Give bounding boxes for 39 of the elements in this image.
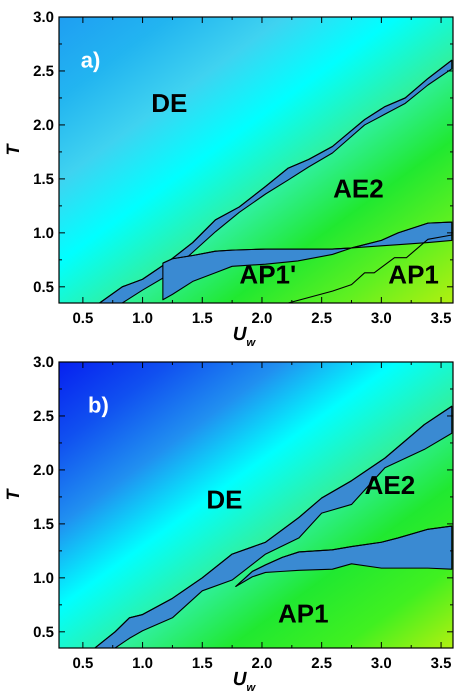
x-axis-title: U$_{w}$	[232, 324, 256, 349]
annotation: a)	[80, 47, 100, 72]
x-tick-label: 0.5	[72, 310, 94, 327]
y-tick-label: 3.0	[33, 354, 54, 371]
x-tick-label: 3.5	[430, 655, 452, 672]
x-tick-label: 1.5	[192, 655, 213, 672]
y-tick-label: 2.5	[33, 408, 54, 425]
y-tick-label: 3.0	[33, 9, 54, 26]
annotation: DE	[151, 88, 188, 118]
x-tick-label: 0.5	[72, 655, 94, 672]
x-tick-label: 1.5	[192, 310, 213, 327]
x-tick-label: 2.0	[252, 310, 272, 327]
annotation: b)	[88, 392, 109, 418]
x-tick-label: 2.5	[311, 655, 332, 672]
annotation: AP1	[388, 259, 439, 290]
x-axis-title: U$_{w}$	[232, 669, 256, 694]
annotation: AP1	[278, 598, 329, 629]
y-tick-label: 2.0	[33, 116, 54, 134]
y-tick-label: 2.0	[33, 462, 54, 479]
y-tick-label: 1.5	[33, 516, 54, 533]
x-tick-label: 1.0	[132, 655, 154, 672]
y-tick-label: 1.0	[33, 570, 54, 587]
x-tick-label: 3.0	[370, 655, 392, 672]
annotation: DE	[206, 484, 243, 514]
y-tick-label: 2.5	[33, 62, 54, 80]
y-tick-label: 0.5	[33, 624, 54, 641]
x-tick-label: 2.0	[252, 655, 272, 672]
y-axis-title: T	[3, 142, 23, 156]
x-tick-label: 3.5	[430, 310, 452, 327]
y-tick-label: 1.0	[33, 224, 54, 242]
annotation: AE2	[364, 470, 416, 500]
y-tick-label: 1.5	[33, 170, 54, 188]
x-tick-label: 3.0	[370, 310, 392, 327]
annotation: AP1'	[239, 259, 296, 290]
y-tick-label: 0.5	[33, 278, 54, 296]
x-tick-label: 1.0	[132, 310, 154, 327]
annotation: AE2	[333, 174, 384, 204]
y-axis-title: T	[3, 488, 23, 500]
x-tick-label: 2.5	[311, 310, 332, 327]
